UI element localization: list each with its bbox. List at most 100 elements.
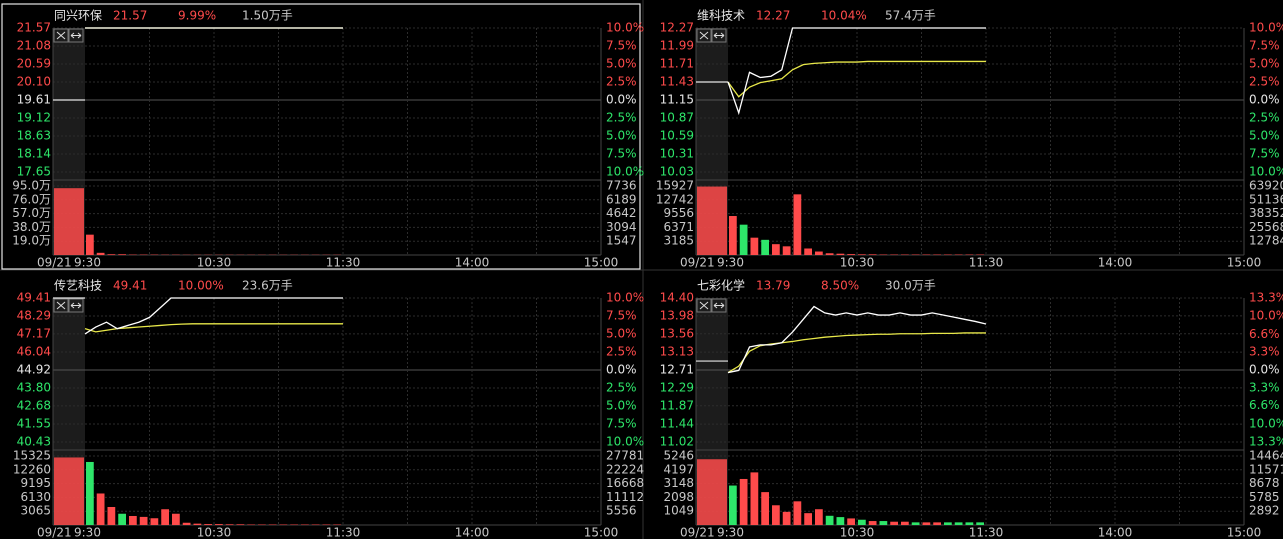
time-label: 15:00	[1227, 256, 1262, 270]
price-tick-label: 11.43	[660, 75, 694, 89]
stock-panel: 七彩化学 13.79 8.50% 30.0万手 14.40 13.98 13.56 13.13…	[660, 278, 1283, 539]
resize-icon	[70, 302, 82, 309]
percent-tick-label: 5.0%	[606, 327, 637, 341]
time-label: 15:00	[1227, 526, 1262, 539]
percent-tick-label: 2.5%	[1249, 75, 1280, 89]
price-tick-label: 20.59	[17, 57, 51, 71]
volume-bar	[868, 521, 877, 525]
price-tick-label: 13.56	[660, 326, 694, 340]
percent-tick-label: 7.5%	[606, 39, 637, 53]
time-label: 9:30	[74, 526, 101, 539]
resize-icon-box	[68, 298, 84, 313]
percent-tick-label: 5.0%	[606, 129, 637, 143]
price-tick-label: 10.03	[660, 165, 694, 179]
price-tick-label: 10.87	[660, 111, 694, 125]
volume-right-tick-label: 12784	[1249, 234, 1283, 248]
percent-tick-label: 10.0%	[1249, 165, 1283, 179]
volume-tick-label: 9195	[20, 476, 51, 490]
percent-tick-label: 7.5%	[606, 309, 637, 323]
close-icon	[699, 31, 709, 40]
volume-right-tick-label: 7736	[606, 179, 637, 193]
price-tick-label: 21.57	[17, 21, 51, 35]
volume-tick-label: 38.0万	[12, 220, 51, 234]
volume-bar	[139, 516, 148, 525]
percent-tick-label: 3.3%	[1249, 380, 1280, 394]
time-label: 11:30	[326, 526, 361, 539]
volume-bar	[804, 248, 812, 255]
volume-tick-label: 12260	[13, 462, 51, 476]
time-label: 15:00	[584, 526, 619, 539]
volume-bar	[761, 492, 769, 525]
volume-right-tick-label: 4642	[606, 206, 637, 220]
auction-volume-bar	[697, 459, 727, 525]
price-tick-label: 46.04	[17, 345, 51, 359]
percent-tick-label: 0.0%	[606, 363, 637, 377]
volume-bar	[129, 515, 137, 525]
volume-right-tick-label: 1547	[606, 234, 637, 248]
close-icon-box	[53, 298, 69, 313]
percent-tick-label: 0.0%	[1249, 93, 1280, 107]
volume-tick-label: 9556	[663, 206, 694, 220]
close-icon	[56, 31, 66, 40]
time-label: 9:30	[717, 526, 744, 539]
price-tick-label: 11.02	[660, 435, 694, 449]
volume-tick-label: 3065	[20, 504, 51, 518]
volume-tick-label: 12742	[656, 192, 694, 206]
volume-bar	[825, 515, 834, 525]
volume-tick-label: 3148	[663, 476, 694, 490]
volume-bar	[901, 521, 909, 525]
volume-tick-label: 19.0万	[12, 234, 51, 248]
change-percent: 10.00%	[178, 279, 224, 293]
percent-tick-label: 5.0%	[1249, 129, 1280, 143]
volume-tick-label: 3185	[663, 234, 694, 248]
price-line	[727, 27, 986, 116]
volume-right-tick-label: 2892	[1249, 504, 1280, 518]
percent-tick-label: 0.0%	[1249, 363, 1280, 377]
percent-tick-label: 2.5%	[606, 381, 637, 395]
percent-tick-label: 10.0%	[606, 165, 644, 179]
close-icon	[699, 301, 709, 310]
volume-bar	[815, 509, 823, 525]
percent-tick-label: 2.5%	[606, 75, 637, 89]
volume-bar	[96, 252, 105, 255]
volume-bar	[782, 246, 791, 255]
price-tick-label: 20.10	[17, 75, 51, 89]
volume-right-tick-label: 11571	[1249, 462, 1283, 476]
price-tick-label: 11.99	[660, 39, 694, 53]
volume-bar	[215, 524, 223, 525]
volume-bar	[96, 493, 105, 525]
time-label: 14:00	[455, 526, 490, 539]
volume-bar	[729, 216, 737, 255]
price-tick-label: 18.14	[17, 147, 51, 161]
stock-name: 七彩化学	[697, 278, 745, 293]
percent-tick-label: 6.6%	[1249, 327, 1280, 341]
price-tick-label: 11.71	[660, 57, 694, 71]
time-label: 14:00	[1098, 256, 1133, 270]
price-tick-label: 47.17	[17, 326, 51, 340]
percent-tick-label: 7.5%	[606, 147, 637, 161]
price-tick-label: 44.92	[17, 363, 51, 377]
percent-tick-label: 5.0%	[1249, 57, 1280, 71]
price-tick-label: 40.43	[17, 435, 51, 449]
change-percent: 9.99%	[178, 9, 216, 23]
average-price-line	[84, 323, 343, 333]
stock-panel: 同兴环保 21.57 9.99% 1.50万手21.5721.0820.5920.10…	[1, 3, 644, 270]
auction-volume-bar	[697, 186, 727, 255]
volume-bar	[772, 244, 780, 255]
volume-bar	[868, 254, 877, 255]
resize-icon-box	[711, 28, 727, 43]
average-price-line	[727, 60, 986, 98]
volume-tick-label: 15927	[656, 179, 694, 193]
average-price-line	[727, 332, 986, 374]
volume-tick-label: 95.0万	[12, 179, 51, 193]
volume-total: 57.4万手	[885, 9, 936, 23]
date-label: 09/21	[37, 526, 72, 539]
volume-right-tick-label: 22224	[606, 462, 644, 476]
price-tick-label: 42.68	[17, 398, 51, 412]
volume-right-tick-label: 11112	[606, 490, 644, 504]
percent-tick-label: 2.5%	[606, 345, 637, 359]
close-icon-box	[696, 28, 712, 43]
volume-bar	[225, 524, 234, 525]
percent-tick-label: 2.5%	[1249, 111, 1280, 125]
